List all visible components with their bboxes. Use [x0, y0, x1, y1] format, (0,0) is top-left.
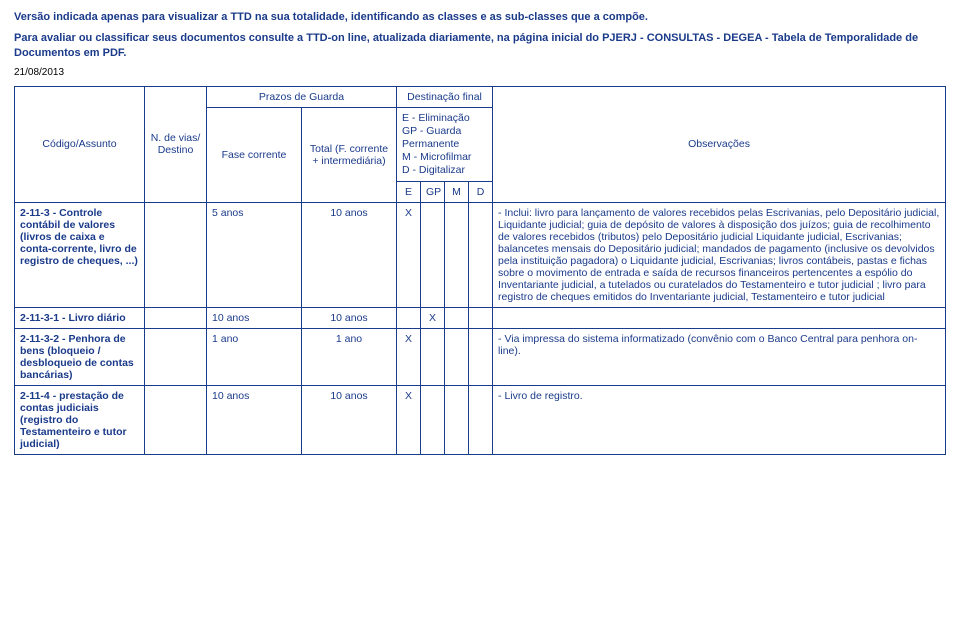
cell-e — [397, 308, 421, 329]
header-date: 21/08/2013 — [14, 67, 946, 78]
col-vias: N. de vias/ Destino — [145, 86, 207, 203]
cell-gp — [421, 386, 445, 455]
table-row: 2-11-3-1 - Livro diário 10 anos 10 anos … — [15, 308, 946, 329]
table-row: 2-11-3 - Controle contábil de valores (l… — [15, 203, 946, 308]
cell-obs: - Inclui: livro para lançamento de valor… — [493, 203, 946, 308]
cell-m — [445, 308, 469, 329]
col-obs: Observações — [493, 86, 946, 203]
cell-total: 10 anos — [302, 386, 397, 455]
cell-obs — [493, 308, 946, 329]
cell-vias — [145, 329, 207, 386]
legend-m: M - Microfilmar — [402, 151, 487, 164]
cell-vias — [145, 386, 207, 455]
col-e: E — [397, 182, 421, 203]
cell-fase: 10 anos — [207, 386, 302, 455]
legend-gp: GP - Guarda Permanente — [402, 125, 487, 151]
col-gp: GP — [421, 182, 445, 203]
legend-d: D - Digitalizar — [402, 164, 487, 177]
cell-obs: - Livro de registro. — [493, 386, 946, 455]
cell-gp — [421, 203, 445, 308]
cell-fase: 5 anos — [207, 203, 302, 308]
cell-m — [445, 203, 469, 308]
cell-e: X — [397, 203, 421, 308]
cell-codigo: 2-11-4 - prestação de contas judiciais (… — [15, 386, 145, 455]
col-prazos: Prazos de Guarda — [207, 86, 397, 107]
cell-fase: 10 anos — [207, 308, 302, 329]
col-legend: E - Eliminação GP - Guarda Permanente M … — [397, 107, 493, 182]
col-codigo: Código/Assunto — [15, 86, 145, 203]
cell-d — [469, 386, 493, 455]
col-fase: Fase corrente — [207, 107, 302, 203]
col-d: D — [469, 182, 493, 203]
cell-codigo: 2-11-3-2 - Penhora de bens (bloqueio / d… — [15, 329, 145, 386]
cell-d — [469, 203, 493, 308]
cell-total: 10 anos — [302, 308, 397, 329]
cell-obs: - Via impressa do sistema informatizado … — [493, 329, 946, 386]
cell-vias — [145, 203, 207, 308]
cell-gp — [421, 329, 445, 386]
cell-e: X — [397, 329, 421, 386]
cell-d — [469, 329, 493, 386]
col-total: Total (F. corrente + intermediária) — [302, 107, 397, 203]
legend-e: E - Eliminação — [402, 112, 487, 125]
cell-total: 1 ano — [302, 329, 397, 386]
cell-codigo: 2-11-3 - Controle contábil de valores (l… — [15, 203, 145, 308]
cell-e: X — [397, 386, 421, 455]
cell-gp: X — [421, 308, 445, 329]
cell-vias — [145, 308, 207, 329]
cell-d — [469, 308, 493, 329]
header-line1: Versão indicada apenas para visualizar a… — [14, 10, 946, 25]
col-m: M — [445, 182, 469, 203]
cell-codigo: 2-11-3-1 - Livro diário — [15, 308, 145, 329]
cell-m — [445, 386, 469, 455]
table-row: 2-11-3-2 - Penhora de bens (bloqueio / d… — [15, 329, 946, 386]
col-destinacao: Destinação final — [397, 86, 493, 107]
table-row: 2-11-4 - prestação de contas judiciais (… — [15, 386, 946, 455]
temporality-table: Código/Assunto N. de vias/ Destino Prazo… — [14, 86, 946, 456]
header-line2: Para avaliar ou classificar seus documen… — [14, 31, 946, 61]
cell-fase: 1 ano — [207, 329, 302, 386]
cell-m — [445, 329, 469, 386]
cell-total: 10 anos — [302, 203, 397, 308]
